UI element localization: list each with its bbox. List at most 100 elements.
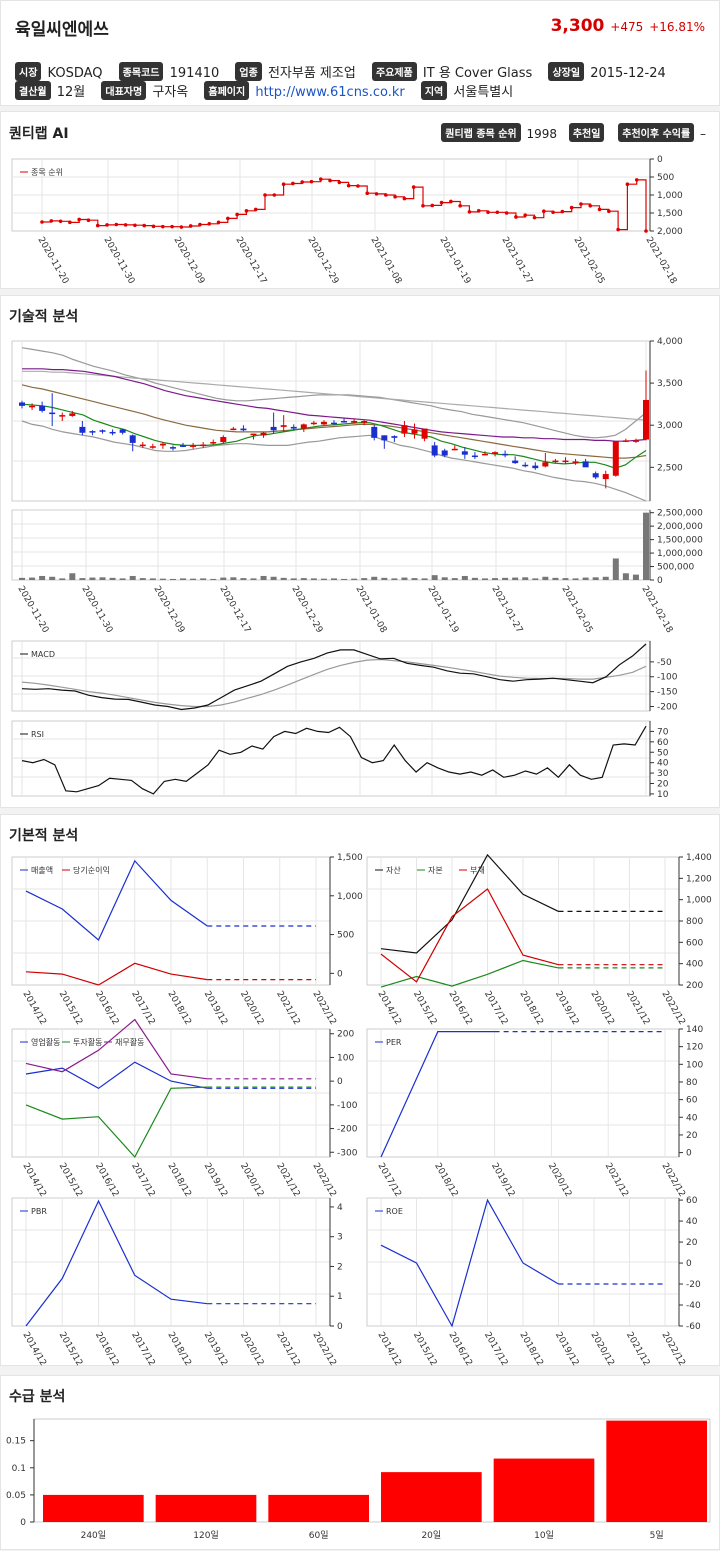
candle-body	[129, 435, 136, 443]
candle-body	[341, 421, 348, 423]
price-chart-ytick-label: 2,500	[657, 463, 683, 473]
volume-bar	[431, 575, 438, 580]
candle-body	[602, 474, 609, 480]
candle-body	[270, 426, 277, 431]
quant-summary: 퀀티랩 종목 순위 1998 추천일 추천이후 수익률 –	[441, 123, 706, 142]
rsi-chart-legend-label: RSI	[31, 730, 44, 739]
per-chart-ytick-label: 140	[686, 1025, 703, 1035]
per-chart-ytick-label: 80	[686, 1078, 698, 1088]
rank-point	[68, 220, 72, 225]
rank-chart-ytick-label: 1,500	[657, 209, 683, 219]
volume-x-label: 2020-11-30	[79, 585, 114, 636]
cashflow-chart-ytick-label: -300	[337, 1148, 358, 1158]
volume-chart-ytick-label: 1,000,000	[657, 549, 703, 559]
rank-point	[291, 181, 295, 186]
rank-point	[188, 224, 193, 228]
rank-x-label: 2020-11-30	[101, 236, 136, 287]
pbr-chart-ytick-label: 2	[337, 1262, 343, 1272]
volume-chart-ytick-label: 2,500,000	[657, 509, 703, 519]
rank-point	[560, 209, 565, 214]
roe-chart-ytick-label: -20	[686, 1280, 701, 1290]
per-x-label: 2021/12	[603, 1162, 630, 1199]
volume-bar	[341, 578, 348, 580]
supply-bar	[493, 1458, 595, 1522]
rank-point	[253, 207, 258, 212]
per-x-label: 2022/12	[659, 1162, 686, 1199]
rank-point	[142, 223, 147, 228]
rank-point	[272, 193, 277, 197]
candle-body	[612, 441, 619, 476]
candle-body	[532, 465, 539, 469]
rank-point	[411, 185, 416, 189]
macd-chart-ytick-label: -150	[657, 688, 678, 698]
volume-x-label: 2020-12-29	[289, 585, 324, 636]
volume-bar	[391, 578, 398, 580]
volume-bar	[331, 578, 337, 580]
volume-bar	[79, 578, 86, 580]
roe-series-0-solid	[380, 1198, 559, 1328]
volume-bar	[270, 576, 277, 580]
volume-bar	[180, 578, 187, 580]
rank-point	[541, 209, 546, 213]
cashflow-x-label: 2018/12	[165, 1162, 192, 1199]
volume-bar	[481, 578, 488, 580]
balance-series-1-solid	[380, 959, 559, 988]
price: 3,300 +475 +16.81%	[550, 16, 705, 36]
volume-bar	[622, 573, 629, 580]
cashflow-x-label: 2014/12	[20, 1162, 47, 1199]
rank-chart-legend-label: 종목 순위	[31, 168, 63, 177]
volume-bar	[361, 578, 368, 580]
rank-point	[207, 222, 212, 226]
volume-bar	[320, 578, 327, 580]
balance-x-label: 2019/12	[553, 990, 580, 1027]
candle-body	[421, 428, 428, 439]
homepage-link[interactable]: http://www.61cns.co.kr	[255, 85, 405, 100]
per-x-label: 2018/12	[432, 1162, 459, 1199]
candle-body	[552, 460, 559, 463]
rank-point	[439, 200, 444, 205]
price-chart-ytick-label: 4,000	[657, 337, 683, 347]
rank-point	[123, 223, 128, 227]
rank-point	[40, 220, 44, 224]
sales-chart-ytick-label: 500	[337, 931, 354, 941]
rank-point	[597, 207, 602, 212]
volume-bar	[572, 578, 579, 580]
rsi-chart-ytick-label: 10	[657, 790, 669, 800]
volume-x-label: 2021-01-27	[489, 585, 524, 635]
candle-body	[471, 455, 478, 458]
rank-point	[133, 223, 137, 228]
roe-x-label: 2017/12	[482, 1331, 509, 1368]
rank-x-label: 2021-02-05	[571, 236, 606, 286]
candle-body	[19, 402, 25, 406]
candle-body	[39, 405, 46, 411]
volume-bar	[89, 577, 96, 580]
balance-x-label: 2021/12	[624, 990, 651, 1027]
cashflow-chart-ytick-label: 100	[337, 1053, 354, 1063]
volume-bar	[441, 577, 448, 580]
pbr-x-label: 2020/12	[238, 1331, 265, 1368]
balance-x-label: 2016/12	[446, 990, 473, 1027]
rank-point	[616, 227, 620, 232]
rank-point	[198, 222, 202, 227]
candle-body	[562, 460, 569, 463]
volume-bar	[119, 578, 126, 580]
pbr-chart-legend-label: PBR	[31, 1207, 47, 1216]
rank-point	[458, 204, 462, 208]
candle-body	[59, 415, 66, 417]
volume-bar	[582, 577, 589, 580]
candle-body	[361, 421, 368, 423]
tech-title: 기술적 분석	[9, 309, 79, 325]
rank-x-label: 2021-01-08	[368, 236, 403, 287]
pbr-series-0-solid	[25, 1199, 208, 1327]
volume-x-label: 2020-12-09	[151, 585, 186, 636]
pbr-x-label: 2017/12	[129, 1331, 156, 1368]
volume-bar	[381, 577, 388, 580]
candle-body	[89, 431, 96, 433]
volume-bar	[290, 578, 297, 580]
rank-point	[569, 205, 574, 210]
candle-body	[411, 429, 418, 434]
volume-bar	[200, 578, 207, 580]
volume-bar	[542, 576, 549, 580]
rank-point	[467, 210, 472, 214]
roe-x-label: 2014/12	[375, 1331, 402, 1368]
